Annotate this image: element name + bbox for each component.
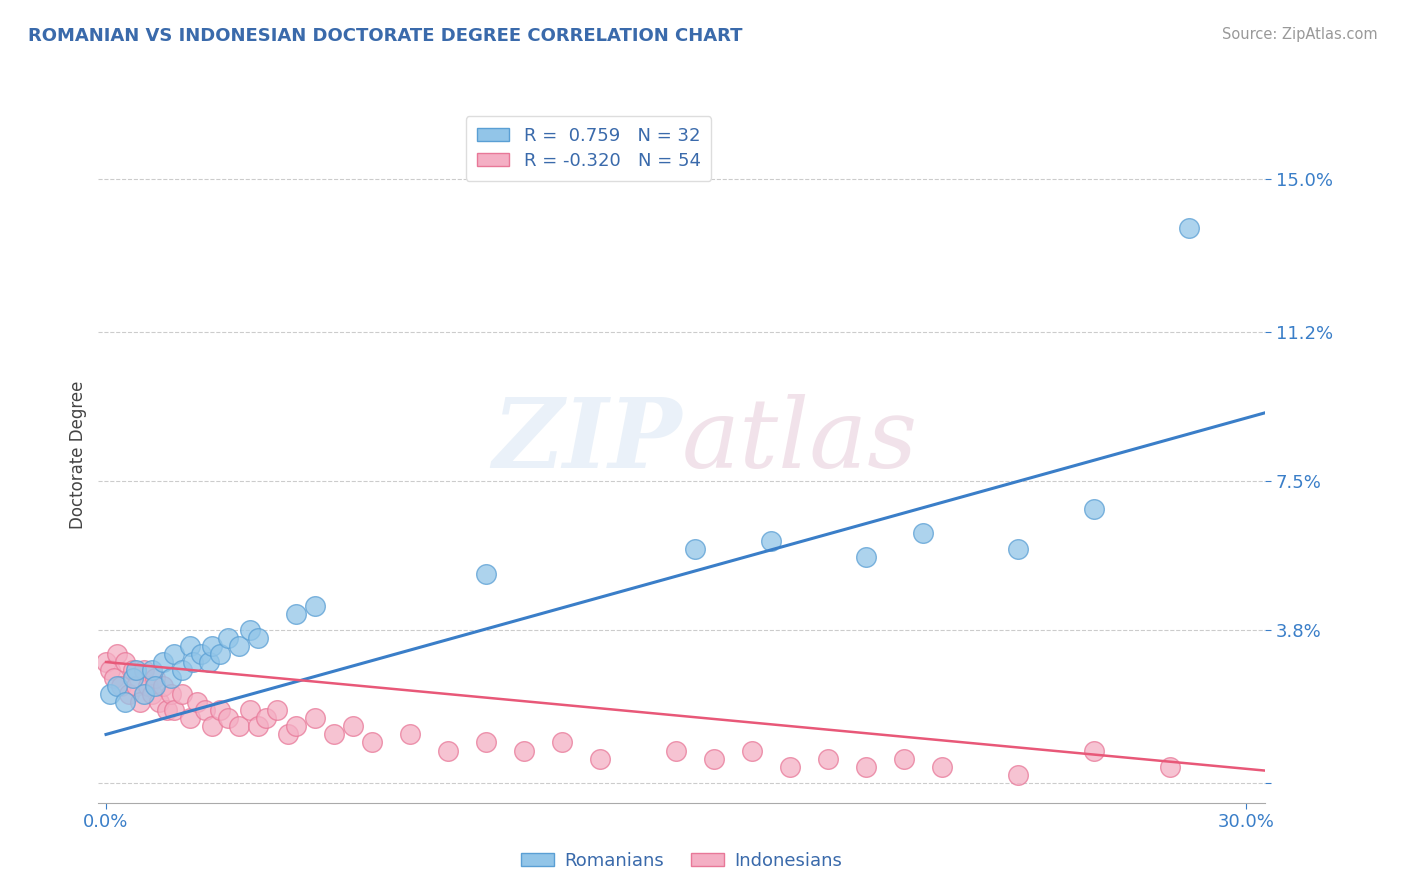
Point (1007, 542, 1029, 557)
Point (107, 647, 129, 661)
Point (665, 743, 688, 757)
Point (107, 679, 129, 693)
Point (163, 703, 186, 717)
Point (761, 534, 783, 549)
Point (152, 679, 174, 693)
Point (239, 623, 262, 637)
Point (209, 647, 232, 661)
Point (110, 679, 132, 693)
Point (254, 711, 277, 725)
Point (855, 759, 877, 773)
Point (163, 647, 186, 661)
Text: Source: ZipAtlas.com: Source: ZipAtlas.com (1222, 27, 1378, 42)
Point (159, 671, 181, 685)
Point (132, 663, 155, 677)
Point (931, 759, 953, 773)
Point (683, 542, 706, 557)
Point (94, 655, 117, 669)
Point (277, 727, 299, 741)
Point (817, 751, 839, 765)
Point (121, 671, 143, 685)
Point (129, 695, 152, 709)
Point (551, 735, 574, 749)
Text: ROMANIAN VS INDONESIAN DOCTORATE DEGREE CORRELATION CHART: ROMANIAN VS INDONESIAN DOCTORATE DEGREE … (28, 27, 742, 45)
Point (912, 526, 935, 541)
Point (179, 639, 201, 653)
Point (103, 671, 125, 685)
Point (589, 751, 612, 765)
Point (893, 751, 915, 765)
Point (228, 719, 250, 733)
Point (179, 711, 201, 725)
Point (114, 655, 136, 669)
Point (1159, 759, 1181, 773)
Point (125, 663, 148, 677)
Point (183, 655, 205, 669)
Point (304, 599, 326, 613)
Point (141, 663, 163, 677)
Point (141, 687, 163, 701)
Point (304, 711, 326, 725)
Point (186, 695, 208, 709)
Point (170, 687, 193, 701)
Point (513, 743, 536, 757)
Text: atlas: atlas (682, 394, 918, 488)
Legend: Romanians, Indonesians: Romanians, Indonesians (515, 845, 849, 877)
Point (217, 631, 239, 645)
Point (170, 663, 193, 677)
Point (228, 639, 250, 653)
Point (132, 687, 155, 701)
Point (114, 695, 136, 709)
Point (855, 550, 877, 565)
Point (1083, 502, 1105, 516)
Point (703, 751, 725, 765)
Point (239, 703, 262, 717)
Point (145, 671, 167, 685)
Point (194, 703, 217, 717)
Point (1007, 767, 1029, 781)
Point (217, 711, 239, 725)
Point (152, 655, 174, 669)
Point (121, 663, 143, 677)
Point (98, 687, 121, 701)
Point (475, 566, 498, 581)
Point (201, 639, 224, 653)
Point (118, 687, 141, 701)
Point (399, 727, 422, 741)
Point (145, 679, 167, 693)
Point (437, 743, 460, 757)
Point (285, 719, 308, 733)
Point (779, 759, 801, 773)
Point (148, 695, 170, 709)
Point (98, 663, 121, 677)
Point (1178, 220, 1201, 235)
Point (361, 735, 384, 749)
Point (190, 647, 212, 661)
Point (285, 607, 308, 621)
Point (247, 719, 270, 733)
Point (266, 703, 288, 717)
Point (209, 703, 232, 717)
Point (197, 655, 219, 669)
Text: ZIP: ZIP (492, 394, 682, 488)
Point (136, 679, 159, 693)
Point (741, 743, 763, 757)
Point (342, 719, 364, 733)
Point (1083, 743, 1105, 757)
Point (323, 727, 346, 741)
Point (156, 703, 179, 717)
Point (475, 735, 498, 749)
Point (247, 631, 270, 645)
Point (125, 679, 148, 693)
Point (201, 719, 224, 733)
Y-axis label: Doctorate Degree: Doctorate Degree (69, 381, 87, 529)
Point (159, 687, 181, 701)
